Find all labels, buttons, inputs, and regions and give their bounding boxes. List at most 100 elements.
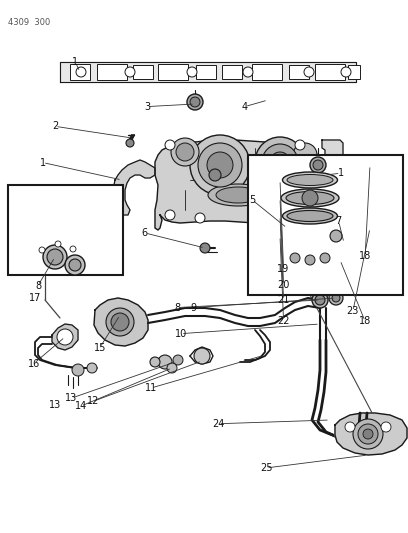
- Text: 3: 3: [144, 102, 150, 111]
- Text: 1: 1: [72, 58, 79, 67]
- Text: 13: 13: [49, 400, 61, 410]
- Polygon shape: [335, 413, 407, 455]
- Circle shape: [194, 348, 210, 364]
- Text: 17: 17: [29, 294, 42, 303]
- Circle shape: [111, 313, 129, 331]
- Bar: [158, 64, 188, 80]
- Circle shape: [173, 355, 183, 365]
- Text: 9: 9: [191, 303, 197, 312]
- Circle shape: [313, 160, 323, 170]
- Text: 13: 13: [65, 393, 78, 403]
- Bar: [97, 64, 127, 80]
- Text: 8: 8: [35, 281, 41, 290]
- Bar: [70, 64, 90, 80]
- Bar: [340, 222, 378, 260]
- Text: 4: 4: [242, 102, 248, 111]
- Circle shape: [200, 243, 210, 253]
- Ellipse shape: [216, 187, 260, 203]
- Circle shape: [70, 246, 76, 252]
- Circle shape: [69, 259, 81, 271]
- Polygon shape: [322, 140, 343, 218]
- Circle shape: [315, 295, 325, 305]
- Circle shape: [312, 292, 328, 308]
- Text: 14: 14: [75, 401, 87, 411]
- Circle shape: [262, 144, 298, 180]
- Text: 15: 15: [94, 343, 106, 352]
- Text: 18: 18: [359, 251, 371, 261]
- Circle shape: [255, 137, 305, 187]
- Circle shape: [187, 94, 203, 110]
- Bar: [8, 185, 123, 275]
- Circle shape: [126, 139, 134, 147]
- Circle shape: [353, 419, 383, 449]
- Circle shape: [165, 140, 175, 150]
- Text: 23: 23: [347, 306, 359, 316]
- Text: 25: 25: [260, 463, 272, 473]
- Text: 2: 2: [52, 122, 58, 131]
- Text: 1: 1: [40, 158, 46, 167]
- Bar: [196, 65, 216, 79]
- Text: 24: 24: [212, 419, 224, 429]
- Circle shape: [320, 253, 330, 263]
- Text: 19: 19: [277, 264, 290, 274]
- Bar: [252, 64, 282, 80]
- Circle shape: [167, 363, 177, 373]
- Circle shape: [65, 255, 85, 275]
- Circle shape: [341, 67, 351, 77]
- Ellipse shape: [282, 208, 337, 224]
- Circle shape: [330, 230, 342, 242]
- Circle shape: [243, 67, 253, 77]
- Ellipse shape: [282, 172, 337, 188]
- Polygon shape: [113, 160, 155, 215]
- Polygon shape: [60, 62, 356, 82]
- Circle shape: [270, 152, 290, 172]
- Circle shape: [195, 213, 205, 223]
- Circle shape: [295, 210, 305, 220]
- Ellipse shape: [208, 184, 268, 206]
- Text: 6: 6: [142, 228, 148, 238]
- Circle shape: [187, 67, 197, 77]
- Text: 4309  300: 4309 300: [8, 18, 50, 27]
- Circle shape: [39, 247, 45, 253]
- Circle shape: [345, 422, 355, 432]
- Circle shape: [304, 67, 314, 77]
- Circle shape: [290, 253, 300, 263]
- Circle shape: [150, 357, 160, 367]
- Circle shape: [305, 255, 315, 265]
- Ellipse shape: [281, 189, 339, 207]
- Text: 16: 16: [28, 359, 40, 368]
- Circle shape: [295, 165, 315, 185]
- Circle shape: [381, 422, 391, 432]
- Circle shape: [283, 224, 291, 232]
- Circle shape: [165, 210, 175, 220]
- Text: 5: 5: [249, 195, 255, 205]
- Circle shape: [190, 97, 200, 107]
- Text: 12: 12: [87, 397, 99, 406]
- Polygon shape: [52, 324, 78, 350]
- Circle shape: [72, 364, 84, 376]
- Circle shape: [302, 190, 318, 206]
- Circle shape: [363, 429, 373, 439]
- Circle shape: [125, 67, 135, 77]
- Text: 22: 22: [277, 316, 290, 326]
- Polygon shape: [155, 140, 322, 230]
- Circle shape: [55, 241, 61, 247]
- Ellipse shape: [286, 191, 334, 205]
- Bar: [344, 226, 374, 256]
- Text: 7: 7: [335, 216, 342, 226]
- Circle shape: [171, 138, 199, 166]
- Text: 1: 1: [337, 168, 344, 178]
- Circle shape: [207, 152, 233, 178]
- Circle shape: [106, 308, 134, 336]
- Circle shape: [158, 355, 172, 369]
- Text: 20: 20: [277, 280, 290, 290]
- Bar: [222, 65, 242, 79]
- Circle shape: [310, 157, 326, 173]
- Bar: [248, 155, 403, 295]
- Circle shape: [87, 363, 97, 373]
- Circle shape: [358, 424, 378, 444]
- Circle shape: [255, 213, 265, 223]
- Circle shape: [329, 291, 343, 305]
- Circle shape: [47, 249, 63, 265]
- Circle shape: [332, 294, 340, 302]
